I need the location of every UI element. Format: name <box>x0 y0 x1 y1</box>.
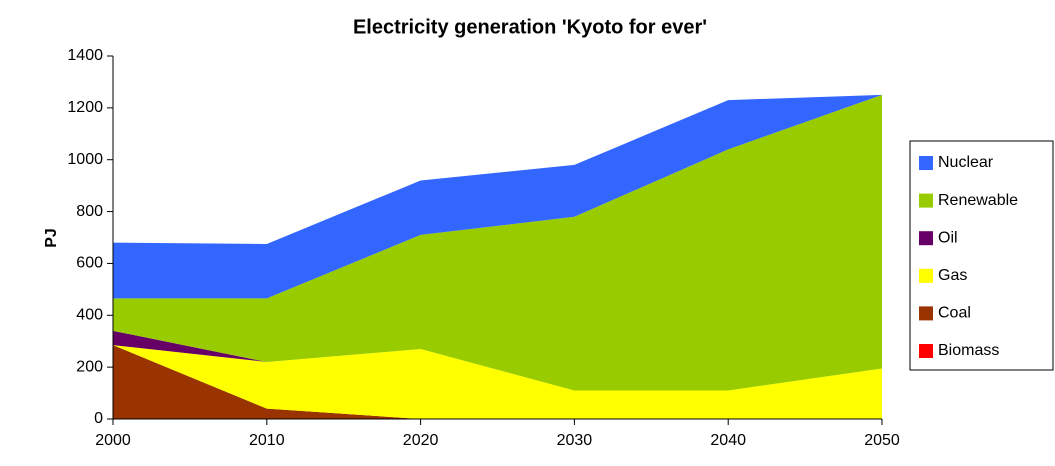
legend-label: Nuclear <box>938 154 994 171</box>
x-tick-label: 2050 <box>864 432 900 449</box>
y-tick-label: 1200 <box>67 99 103 116</box>
y-tick-label: 1400 <box>67 47 103 64</box>
y-tick-label: 200 <box>76 358 103 375</box>
legend-label: Oil <box>938 229 958 246</box>
x-tick-label: 2020 <box>403 432 439 449</box>
legend-swatch <box>919 344 933 358</box>
x-tick-label: 2000 <box>95 432 131 449</box>
legend <box>909 140 1054 371</box>
area <box>113 94 882 299</box>
y-tick-label: 0 <box>94 410 103 427</box>
legend-label: Renewable <box>938 192 1018 209</box>
y-tick-label: 600 <box>76 255 103 272</box>
legend-swatch <box>919 231 933 246</box>
legend-swatch <box>919 193 933 208</box>
legend-label: Gas <box>938 267 967 284</box>
legend-label: Biomass <box>938 342 999 359</box>
chart-title: Electricity generation 'Kyoto for ever' <box>353 16 707 38</box>
legend-swatch <box>919 306 933 321</box>
y-tick-label: 400 <box>76 307 103 324</box>
y-tick-label: 800 <box>76 203 103 220</box>
legend-swatch <box>919 268 933 283</box>
area <box>113 94 882 391</box>
area <box>113 345 882 419</box>
legend-label: Coal <box>938 305 971 322</box>
legend-swatch <box>919 156 933 170</box>
x-tick-label: 2040 <box>710 432 746 449</box>
y-tick-label: 1000 <box>67 151 103 168</box>
x-tick-label: 2010 <box>249 432 285 449</box>
y-axis-label: PJ <box>43 228 60 248</box>
x-tick-label: 2030 <box>557 432 593 449</box>
area <box>113 345 882 419</box>
